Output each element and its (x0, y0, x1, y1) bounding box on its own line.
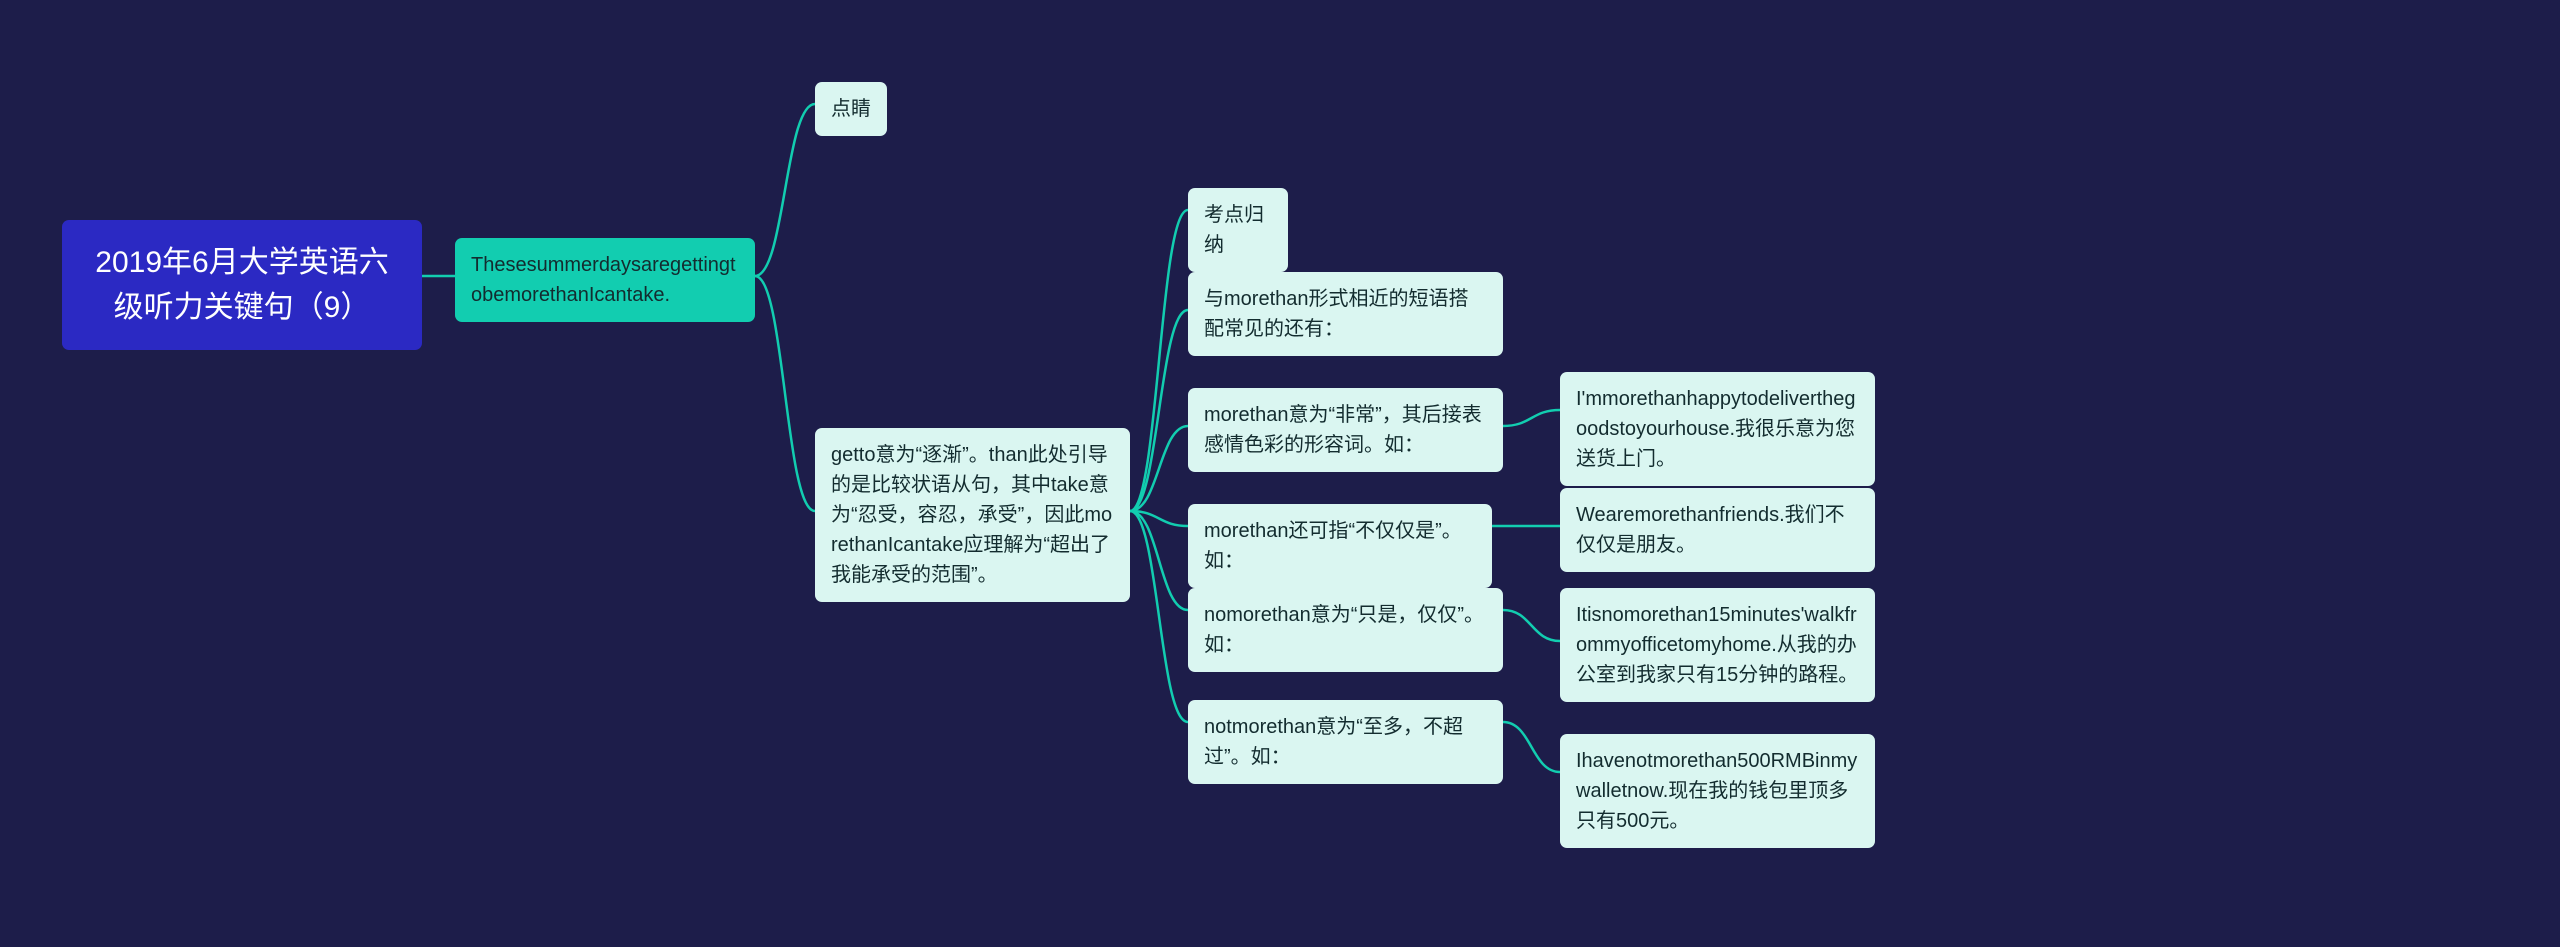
node-n6: morethan意为“非常”，其后接表感情色彩的形容词。如： (1188, 388, 1503, 472)
edge-n1-n3 (755, 276, 815, 511)
node-n10: I'mmorethanhappytodeliverthegoodstoyourh… (1560, 372, 1875, 486)
node-n11: Wearemorethanfriends.我们不仅仅是朋友。 (1560, 488, 1875, 572)
node-n9: notmorethan意为“至多，不超过”。如： (1188, 700, 1503, 784)
edge-n3-n4 (1130, 210, 1188, 511)
node-n13: Ihavenotmorethan500RMBinmywalletnow.现在我的… (1560, 734, 1875, 848)
edge-n3-n9 (1130, 511, 1188, 722)
node-n4: 考点归纳 (1188, 188, 1288, 272)
edge-n8-n12 (1503, 610, 1560, 641)
node-n3: getto意为“逐渐”。than此处引导的是比较状语从句，其中take意为“忍受… (815, 428, 1130, 602)
edge-n9-n13 (1503, 722, 1560, 772)
node-n8: nomorethan意为“只是，仅仅”。如： (1188, 588, 1503, 672)
edges-layer (0, 0, 2560, 947)
edge-n1-n2 (755, 104, 815, 276)
edge-n6-n10 (1503, 410, 1560, 426)
edge-n3-n8 (1130, 511, 1188, 610)
edge-n3-n5 (1130, 310, 1188, 511)
edge-n3-n7 (1130, 511, 1188, 526)
node-n1: ThesesummerdaysaregettingtobemorethanIca… (455, 238, 755, 322)
node-n12: Itisnomorethan15minutes'walkfrommyoffice… (1560, 588, 1875, 702)
node-n2: 点睛 (815, 82, 887, 136)
edge-n3-n6 (1130, 426, 1188, 511)
node-n7: morethan还可指“不仅仅是”。如： (1188, 504, 1492, 588)
node-n5: 与morethan形式相近的短语搭配常见的还有： (1188, 272, 1503, 356)
node-root: 2019年6月大学英语六级听力关键句（9） (62, 220, 422, 350)
